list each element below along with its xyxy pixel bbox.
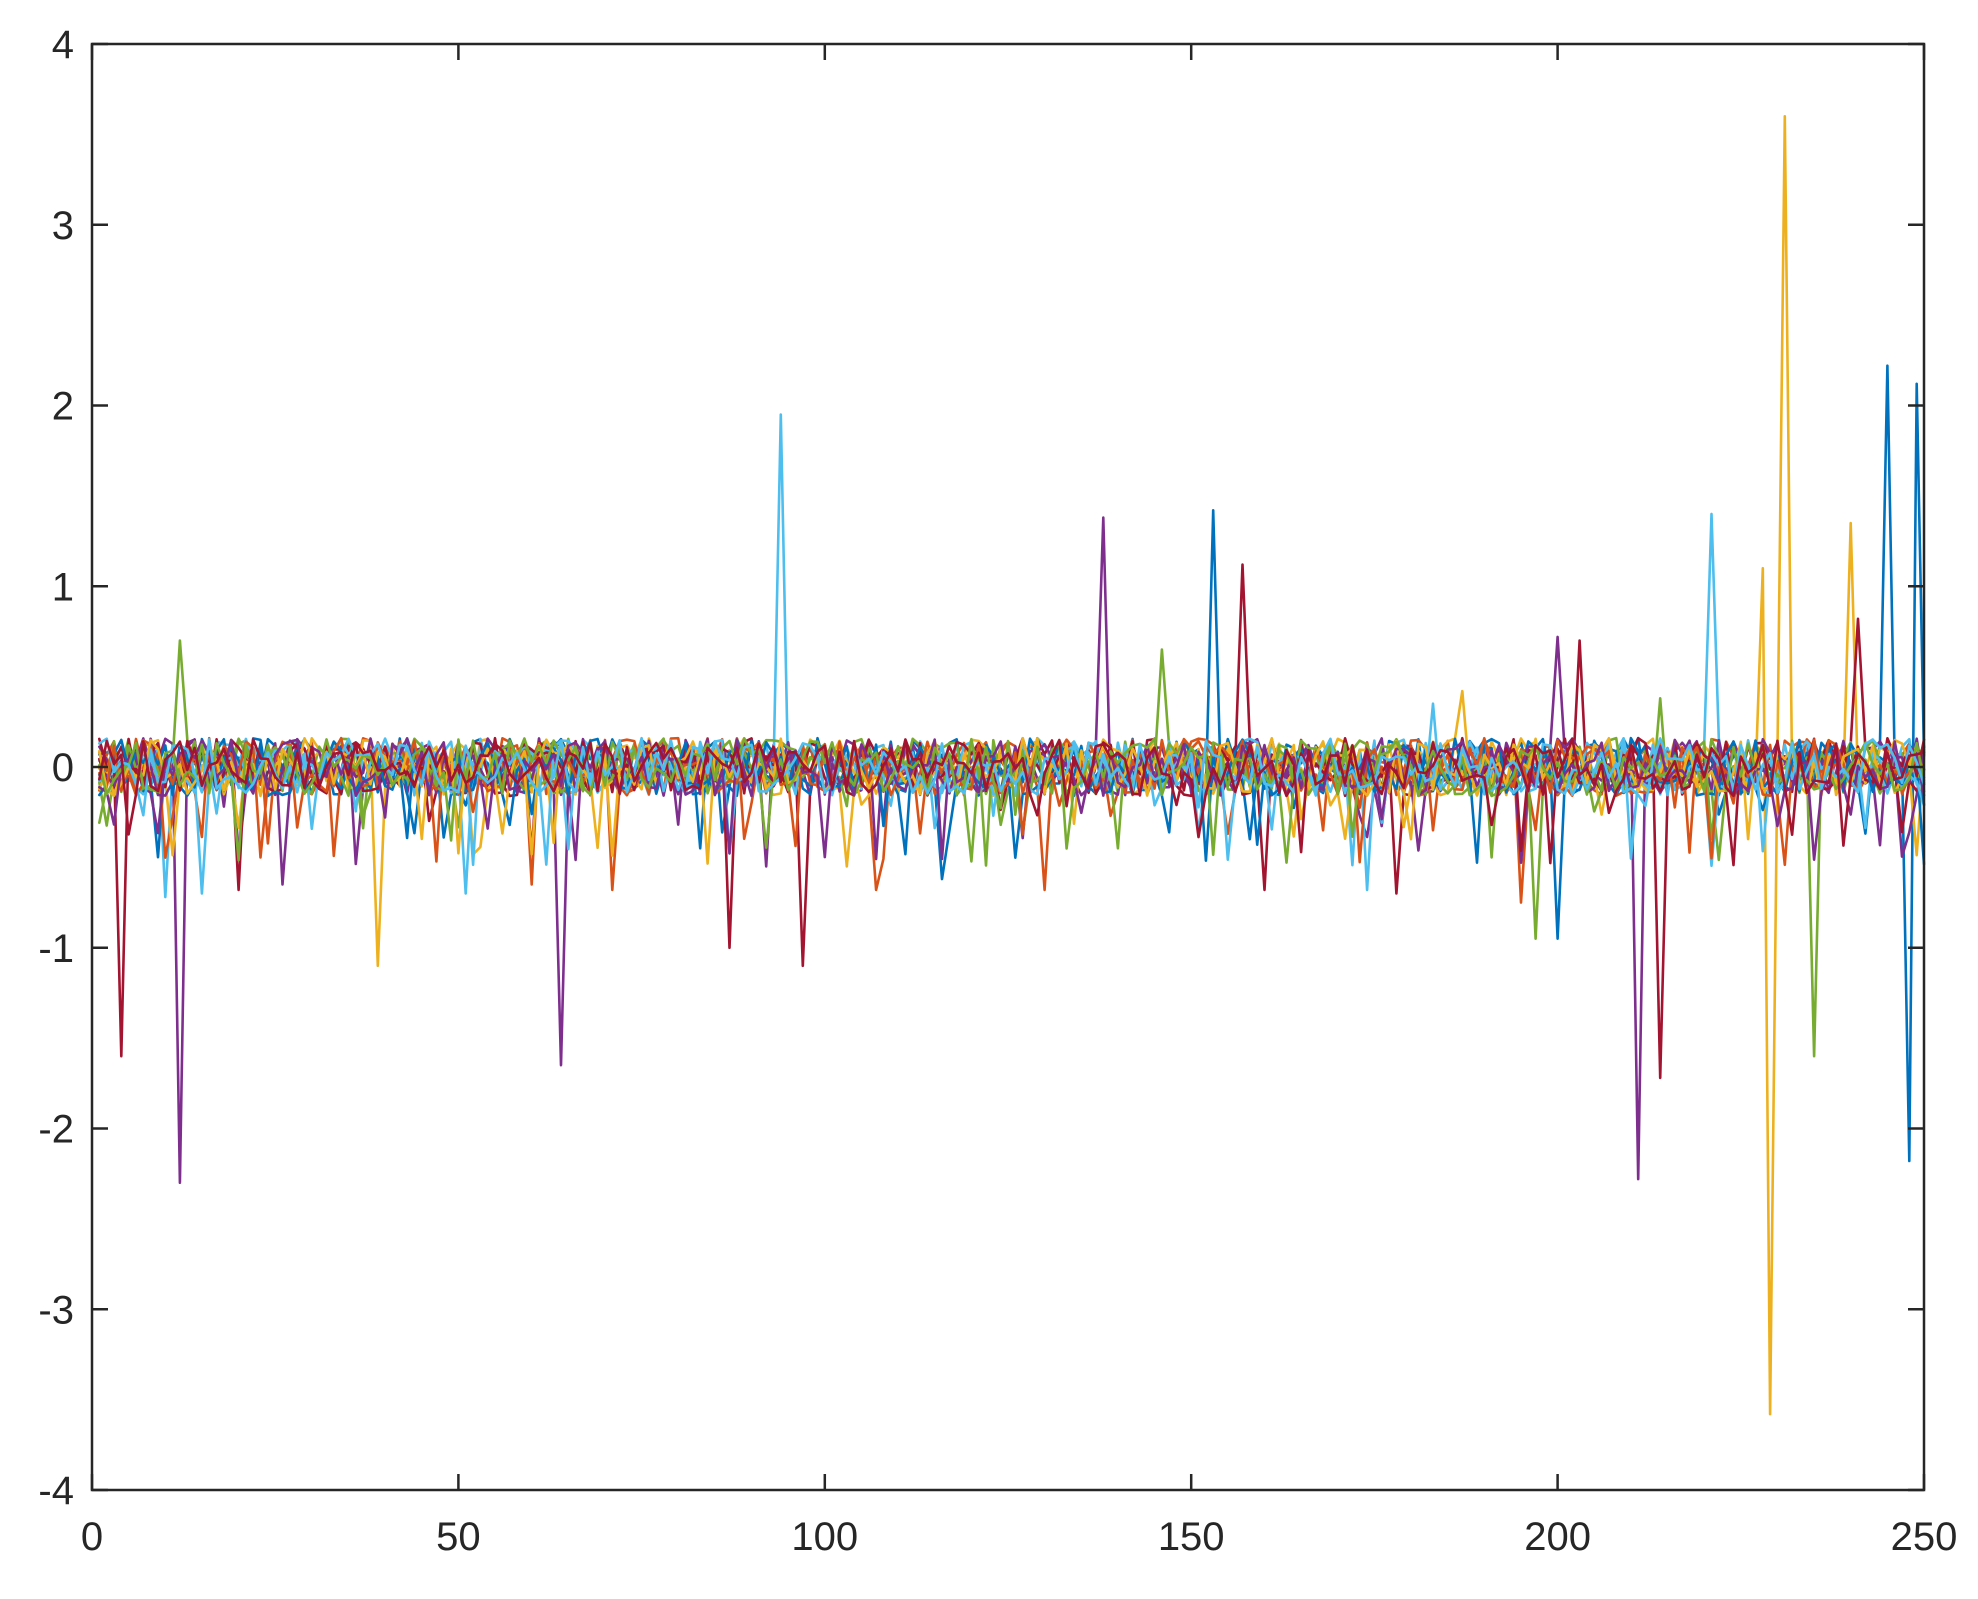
y-tick-label: -3 [38, 1288, 74, 1332]
y-tick-label: 4 [52, 23, 74, 67]
series-line [98, 736, 1926, 861]
x-tick-label: 50 [436, 1515, 481, 1559]
y-tick-label: -4 [38, 1469, 74, 1513]
x-tick-label: 150 [1158, 1515, 1225, 1559]
y-tick-label: 3 [52, 204, 74, 248]
x-tick-labels: 0 50 100 150 200 250 [81, 1515, 1958, 1559]
y-tick-label: 0 [52, 746, 74, 790]
series-layer [98, 115, 1926, 1416]
y-tick-labels: 4 3 2 1 0 -1 -2 -3 -4 [38, 23, 74, 1513]
y-tick-label: -2 [38, 1108, 74, 1152]
series-line [98, 737, 1926, 854]
x-tick-label: 100 [791, 1515, 858, 1559]
x-tick-label: 0 [81, 1515, 103, 1559]
ticks-layer [90, 42, 1926, 1492]
y-tick-label: 2 [52, 385, 74, 429]
x-tick-label: 250 [1891, 1515, 1958, 1559]
y-tick-label: 1 [52, 565, 74, 609]
y-tick-label: -1 [38, 927, 74, 971]
x-tick-label: 200 [1524, 1515, 1591, 1559]
